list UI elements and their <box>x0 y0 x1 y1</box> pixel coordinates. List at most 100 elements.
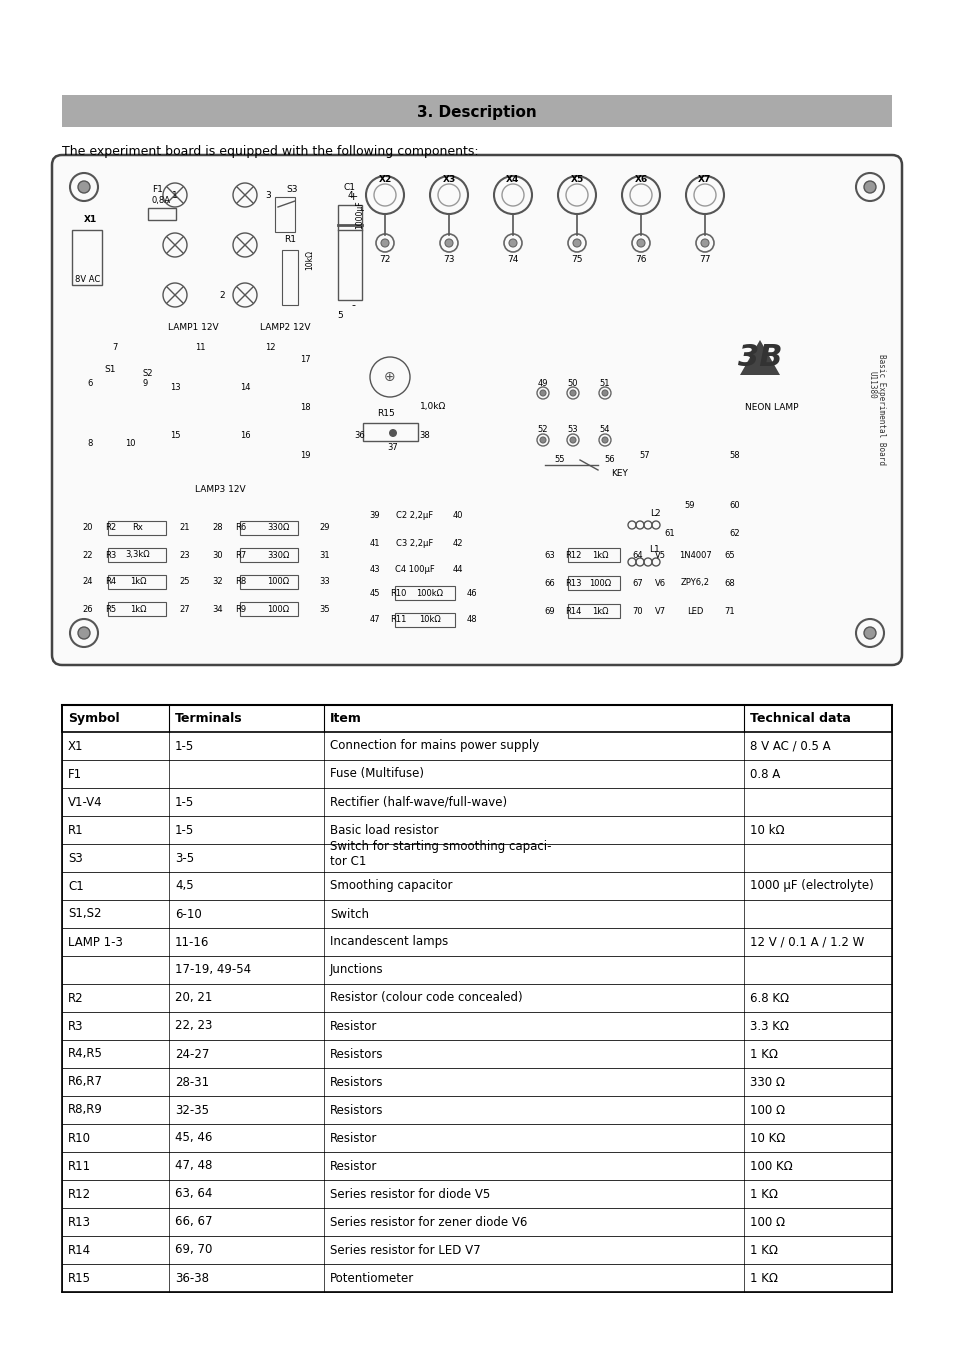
Text: 43: 43 <box>370 566 380 574</box>
Text: 45, 46: 45, 46 <box>174 1132 213 1144</box>
Text: 8V AC: 8V AC <box>75 276 100 285</box>
Text: R14: R14 <box>564 607 580 616</box>
Text: 28-31: 28-31 <box>174 1075 209 1089</box>
Text: R4: R4 <box>105 577 116 586</box>
Text: NEON LAMP: NEON LAMP <box>744 403 798 412</box>
Text: R6: R6 <box>234 523 246 532</box>
Text: 1 KΩ: 1 KΩ <box>749 1243 778 1256</box>
Text: 15: 15 <box>170 431 180 439</box>
Bar <box>62 1096 891 1124</box>
Text: 100Ω: 100Ω <box>267 604 289 613</box>
Circle shape <box>380 239 389 247</box>
Text: Switch: Switch <box>330 908 369 920</box>
Text: Rectifier (half-wave/full-wave): Rectifier (half-wave/full-wave) <box>330 796 507 808</box>
Text: LAMP1 12V: LAMP1 12V <box>168 323 218 331</box>
Text: 10 kΩ: 10 kΩ <box>749 824 783 836</box>
Text: 66, 67: 66, 67 <box>174 1216 213 1228</box>
Text: 52: 52 <box>537 426 548 435</box>
Text: 54: 54 <box>599 426 610 435</box>
Text: 1 KΩ: 1 KΩ <box>749 1271 778 1285</box>
Text: 1kΩ: 1kΩ <box>591 607 608 616</box>
Bar <box>62 928 891 957</box>
Text: 60: 60 <box>729 500 740 509</box>
Text: 100 KΩ: 100 KΩ <box>749 1159 792 1173</box>
Text: 40: 40 <box>453 511 463 520</box>
Circle shape <box>569 436 576 443</box>
Text: 73: 73 <box>443 254 455 263</box>
Text: 25: 25 <box>179 577 190 586</box>
Text: 1kΩ: 1kΩ <box>591 550 608 559</box>
Text: 1 KΩ: 1 KΩ <box>749 1188 778 1201</box>
Text: 22, 23: 22, 23 <box>174 1020 213 1032</box>
Bar <box>62 1208 891 1236</box>
Text: 8 V AC / 0.5 A: 8 V AC / 0.5 A <box>749 739 830 753</box>
Text: 20: 20 <box>83 523 93 532</box>
Text: 12: 12 <box>265 343 275 353</box>
Text: R3: R3 <box>105 550 116 559</box>
Text: 56: 56 <box>604 455 615 465</box>
Text: 61: 61 <box>664 528 675 538</box>
Text: X7: X7 <box>698 174 711 184</box>
Text: S2: S2 <box>143 369 153 377</box>
Text: Resistor: Resistor <box>330 1020 377 1032</box>
Bar <box>108 549 166 562</box>
Text: 24-27: 24-27 <box>174 1047 209 1061</box>
Text: R15: R15 <box>68 1271 91 1285</box>
Text: X3: X3 <box>442 174 456 184</box>
Bar <box>62 1265 891 1292</box>
Text: 10 KΩ: 10 KΩ <box>749 1132 784 1144</box>
Text: 68: 68 <box>724 578 735 588</box>
Text: X1: X1 <box>83 216 96 224</box>
Text: 70: 70 <box>632 607 642 616</box>
Text: X6: X6 <box>634 174 647 184</box>
Text: ⊕: ⊕ <box>384 370 395 384</box>
Text: 11-16: 11-16 <box>174 935 209 948</box>
Bar <box>567 604 619 617</box>
Circle shape <box>444 239 453 247</box>
Text: 28: 28 <box>213 523 223 532</box>
Text: 21: 21 <box>179 523 190 532</box>
Text: 4,5: 4,5 <box>174 880 193 893</box>
Circle shape <box>700 239 708 247</box>
Text: 32: 32 <box>213 577 223 586</box>
Text: 1-5: 1-5 <box>174 739 194 753</box>
Bar <box>240 576 297 589</box>
Text: +: + <box>348 192 357 203</box>
Text: R10: R10 <box>390 589 406 597</box>
Text: 53: 53 <box>567 426 578 435</box>
Bar <box>62 732 891 761</box>
Text: 17-19, 49-54: 17-19, 49-54 <box>174 963 251 977</box>
Bar <box>240 603 297 616</box>
Text: 100Ω: 100Ω <box>588 578 611 588</box>
Bar <box>62 984 891 1012</box>
Text: Series resistor for diode V5: Series resistor for diode V5 <box>330 1188 490 1201</box>
Text: R1: R1 <box>68 824 84 836</box>
Text: 30: 30 <box>213 550 223 559</box>
Bar <box>567 549 619 562</box>
Text: R14: R14 <box>68 1243 91 1256</box>
Text: 1: 1 <box>172 190 177 200</box>
Text: R13: R13 <box>68 1216 91 1228</box>
Text: 8: 8 <box>88 439 92 447</box>
Text: 6.8 KΩ: 6.8 KΩ <box>749 992 788 1005</box>
Bar <box>282 250 297 305</box>
Text: F1: F1 <box>152 185 163 195</box>
Circle shape <box>539 390 545 396</box>
Text: 7: 7 <box>112 343 117 353</box>
Text: U11380: U11380 <box>866 372 876 399</box>
Text: Resistors: Resistors <box>330 1075 383 1089</box>
Text: V6: V6 <box>655 578 665 588</box>
Bar <box>62 788 891 816</box>
Bar <box>363 423 417 440</box>
Text: 35: 35 <box>319 604 330 613</box>
Text: C3 2,2μF: C3 2,2μF <box>395 539 434 547</box>
Text: 39: 39 <box>370 511 380 520</box>
Polygon shape <box>740 340 780 376</box>
Text: Resistor: Resistor <box>330 1159 377 1173</box>
FancyBboxPatch shape <box>52 155 901 665</box>
Text: Fuse (Multifuse): Fuse (Multifuse) <box>330 767 423 781</box>
Text: R15: R15 <box>376 408 395 417</box>
Text: 1-5: 1-5 <box>174 824 194 836</box>
Circle shape <box>539 436 545 443</box>
Bar <box>62 1040 891 1069</box>
